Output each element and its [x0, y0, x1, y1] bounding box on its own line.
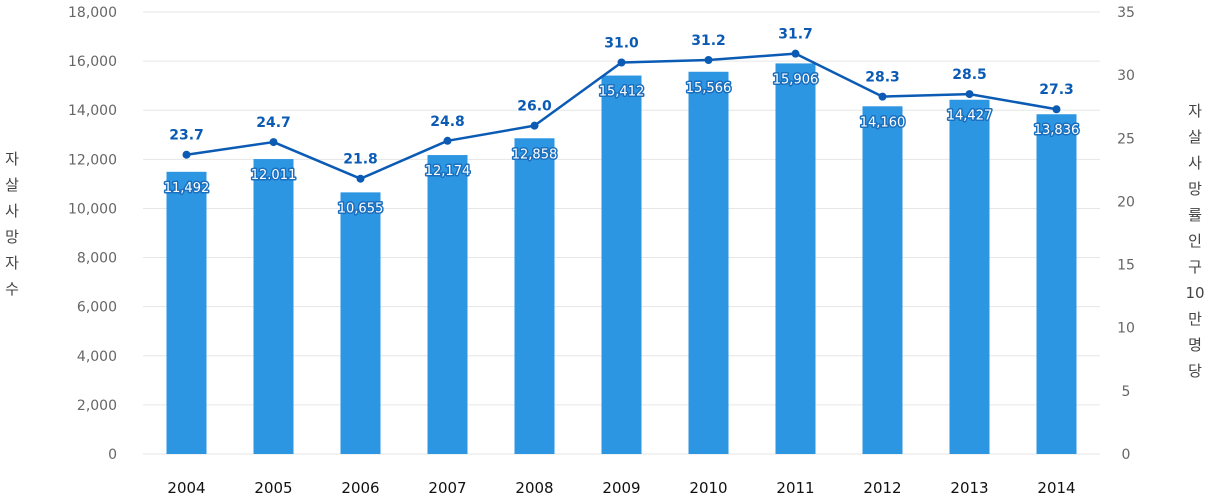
y-tick-label: 18,000: [68, 5, 117, 21]
x-tick-label: 2013: [950, 479, 988, 497]
bar: [253, 159, 294, 454]
y2-axis-title-char: 자: [1188, 102, 1202, 120]
rate-point: [356, 174, 365, 183]
rate-value-label: 28.5: [952, 67, 987, 83]
y2-axis-title-char: 명: [1188, 336, 1202, 354]
bar-value-label: 15,566: [686, 81, 732, 96]
y2-tick-label: 25: [1117, 131, 1135, 147]
y2-axis-title-char: 구: [1188, 258, 1202, 276]
y2-axis-title-char: 만: [1188, 310, 1202, 328]
y-axis-title-char: 망: [5, 228, 19, 246]
bar: [688, 71, 729, 454]
line-layer: [182, 49, 1061, 183]
bar-value-label: 12,858: [512, 147, 558, 162]
y2-tick-label: 20: [1117, 194, 1135, 210]
y2-axis-title-char: 10: [1185, 284, 1205, 302]
bar: [601, 75, 642, 454]
y2-tick-label: 35: [1117, 5, 1135, 21]
y-tick-label: 2,000: [77, 398, 117, 414]
x-tick-label: 2014: [1037, 479, 1075, 497]
bar-value-label: 14,427: [947, 109, 993, 124]
y-tick-label: 0: [108, 447, 117, 463]
axis-layer: 0 2,000 4,000 6,000 8,000 10,000 12,000 14,000 1…: [68, 5, 1135, 497]
y-tick-label: 14,000: [68, 103, 117, 119]
bar-value-label: 15,412: [599, 85, 645, 100]
bar: [862, 106, 903, 454]
y2-tick-label: 15: [1117, 258, 1135, 274]
y-axis-title-char: 살: [5, 176, 19, 194]
y-tick-label: 16,000: [68, 54, 117, 70]
x-tick-label: 2005: [254, 479, 292, 497]
y-tick-label: 4,000: [77, 349, 117, 365]
y2-tick-label: 30: [1117, 68, 1135, 84]
rate-point: [1052, 105, 1061, 114]
labels-layer: 11,492 12.011 10,655 12,174 12,858 15,412 15,5…: [162, 25, 1081, 218]
x-tick-label: 2006: [341, 479, 379, 497]
y2-axis-title-char: 살: [1188, 128, 1202, 146]
bar-value-label: 11,492: [164, 181, 210, 196]
rate-value-label: 23.7: [169, 128, 204, 144]
y2-axis-title-char: 망: [1188, 180, 1202, 198]
x-tick-label: 2007: [428, 479, 466, 497]
rate-point: [530, 121, 539, 130]
rate-point: [269, 138, 278, 147]
rate-value-label: 24.8: [430, 114, 465, 130]
rate-point: [878, 92, 887, 101]
y-axis-title-char: 수: [5, 280, 19, 298]
rate-point: [443, 136, 452, 145]
bar-value-label: 12,174: [425, 164, 471, 179]
bar-value-label: 15,906: [773, 72, 819, 87]
bar: [775, 63, 816, 454]
rate-value-label: 27.3: [1039, 82, 1074, 98]
bar-value-label: 12.011: [251, 168, 297, 183]
rate-value-label: 26.0: [517, 99, 552, 115]
rate-value-label: 24.7: [256, 115, 291, 131]
y-tick-label: 8,000: [77, 251, 117, 267]
bar: [340, 192, 381, 455]
y2-axis-title-char: 인: [1188, 232, 1202, 250]
y-tick-label: 10,000: [68, 201, 117, 217]
y2-tick-label: 0: [1122, 447, 1131, 463]
y2-axis-title: 자 살 사 망 률 인 구 10 만 명 당: [1184, 98, 1206, 384]
bar: [1036, 114, 1077, 455]
y-axis-title-char: 자: [5, 150, 19, 168]
bars-layer: [166, 63, 1077, 455]
y-axis-title-char: 사: [5, 202, 19, 220]
bar: [514, 138, 555, 455]
rate-point: [704, 55, 713, 64]
rate-value-label: 28.3: [865, 70, 900, 86]
rate-value-label: 31.0: [604, 36, 639, 52]
y-tick-label: 12,000: [68, 152, 117, 168]
rate-value-label: 31.7: [778, 27, 813, 43]
bar-value-label: 13,836: [1034, 123, 1080, 138]
rate-value-label: 31.2: [691, 33, 726, 49]
bar: [166, 171, 207, 454]
bar-value-label: 14,160: [860, 115, 906, 130]
y2-tick-label: 5: [1122, 384, 1131, 400]
bar: [949, 99, 990, 454]
rate-point: [617, 58, 626, 67]
rate-point: [965, 90, 974, 99]
x-tick-label: 2009: [602, 479, 640, 497]
x-tick-label: 2010: [689, 479, 727, 497]
y-tick-label: 6,000: [77, 300, 117, 316]
y2-axis-title-char: 당: [1188, 362, 1202, 380]
rate-point: [182, 150, 191, 159]
rate-point: [791, 49, 800, 58]
rate-value-label: 21.8: [343, 152, 378, 168]
y2-tick-label: 10: [1117, 321, 1135, 337]
x-tick-label: 2008: [515, 479, 553, 497]
bar: [427, 155, 468, 454]
y-axis-title-char: 자: [5, 254, 19, 272]
x-tick-label: 2012: [863, 479, 901, 497]
x-tick-label: 2004: [167, 479, 205, 497]
y2-axis-title-char: 사: [1188, 154, 1202, 172]
bar-value-label: 10,655: [338, 201, 384, 216]
x-tick-label: 2011: [776, 479, 814, 497]
y2-axis-title-char: 률: [1188, 206, 1202, 224]
